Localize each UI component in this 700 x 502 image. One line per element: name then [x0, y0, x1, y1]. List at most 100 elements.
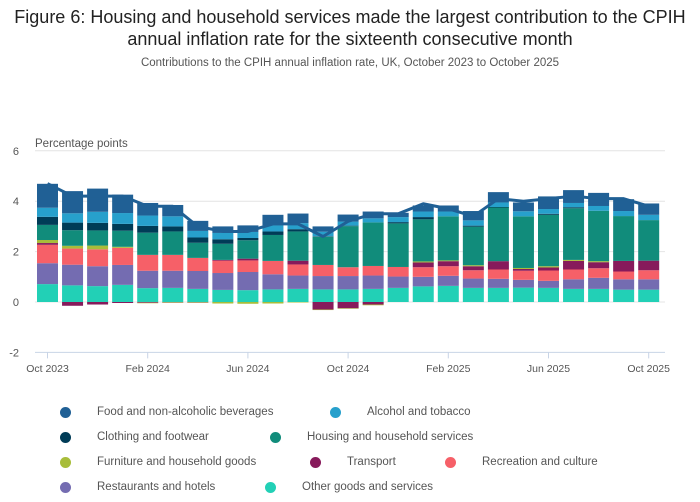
bar-segment-clothing-and-footwear	[337, 225, 359, 227]
bar-segment-furniture-and-household-goods	[337, 308, 359, 309]
bar-segment-housing-and-household-services	[387, 223, 409, 267]
bar-segment-recreation-and-culture	[538, 270, 559, 281]
bar-segment-housing-and-household-services	[563, 208, 585, 260]
bar-segment-furniture-and-household-goods	[412, 261, 434, 263]
bar-segment-alcohol-and-tobacco	[87, 211, 109, 223]
bar-segment-restaurants-and-hotels	[437, 275, 459, 286]
bar-segment-other-goods-and-services	[462, 287, 484, 302]
bar-segment-restaurants-and-hotels	[187, 271, 209, 289]
bar-segment-transport	[487, 261, 509, 270]
legend-item[interactable]: Clothing and footwear	[60, 429, 209, 445]
legend-marker-icon	[60, 456, 71, 468]
legend-item[interactable]: Transport	[310, 454, 396, 470]
bar-segment-recreation-and-culture	[462, 270, 484, 279]
bar-segment-furniture-and-household-goods	[588, 261, 610, 263]
bar-segment-transport	[538, 267, 559, 271]
legend-item[interactable]: Recreation and culture	[445, 454, 598, 470]
bar-segment-furniture-and-household-goods	[112, 246, 134, 248]
legend-marker-icon	[270, 431, 281, 443]
legend-item[interactable]: Other goods and services	[265, 479, 433, 495]
chart-canvas: 6 4 2 0 -2 Percentage points Oct 2023 Feb 202…	[9, 138, 670, 375]
bar-segment-food-and-non-alcoholic-beverages	[312, 226, 334, 232]
bar-segment-recreation-and-culture	[512, 270, 534, 280]
bar-segment-furniture-and-household-goods	[262, 302, 284, 304]
legend-item[interactable]: Housing and household services	[270, 429, 473, 445]
bar-segment-housing-and-household-services	[437, 216, 459, 261]
bar-segment-clothing-and-footwear	[187, 237, 209, 243]
bar-segment-alcohol-and-tobacco	[437, 211, 459, 217]
bar-segment-recreation-and-culture	[262, 260, 284, 275]
legend-item[interactable]: Furniture and household goods	[60, 454, 256, 470]
bar-segment-food-and-non-alcoholic-beverages	[262, 214, 284, 226]
legend-item[interactable]: Restaurants and hotels	[60, 479, 215, 495]
bar-segment-transport	[212, 259, 234, 261]
bar-segment-food-and-non-alcoholic-beverages	[87, 188, 109, 212]
bar-segment-housing-and-household-services	[462, 226, 484, 266]
bar-segment-transport	[563, 260, 585, 270]
bar-segment-restaurants-and-hotels	[588, 277, 610, 289]
bar-segment-furniture-and-household-goods	[287, 302, 309, 303]
bar-segment-alcohol-and-tobacco	[262, 225, 284, 232]
bar-segment-restaurants-and-hotels	[613, 279, 635, 290]
bar-segment-restaurants-and-hotels	[462, 278, 484, 288]
bar-segment-alcohol-and-tobacco	[387, 217, 409, 223]
bar-segment-other-goods-and-services	[312, 289, 334, 302]
bar-segment-restaurants-and-hotels	[212, 273, 234, 290]
bar-segment-restaurants-and-hotels	[162, 270, 184, 288]
cpih-line	[46, 182, 650, 238]
x-tick-label: Feb 2024	[126, 363, 171, 375]
bar-segment-restaurants-and-hotels	[387, 276, 409, 288]
y-axis: 6 4 2 0 -2	[9, 146, 19, 360]
bar-segment-alcohol-and-tobacco	[187, 230, 209, 238]
legend-label: Transport	[347, 456, 396, 468]
bar-segment-restaurants-and-hotels	[237, 272, 259, 291]
bar-segment-housing-and-household-services	[137, 232, 159, 255]
bar-segment-housing-and-household-services	[87, 230, 109, 246]
bar-segment-furniture-and-household-goods	[87, 245, 109, 250]
chart-subtitle: Contributions to the CPIH annual inflati…	[140, 57, 560, 69]
legend-marker-icon	[60, 431, 71, 443]
bar-segment-furniture-and-household-goods	[162, 302, 184, 303]
bar-segment-furniture-and-household-goods	[312, 309, 334, 311]
bar-segment-clothing-and-footwear	[62, 222, 84, 231]
legend-marker-icon	[445, 456, 456, 468]
bar-segment-clothing-and-footwear	[462, 225, 484, 227]
bar-segment-restaurants-and-hotels	[112, 264, 134, 285]
bar-segment-furniture-and-household-goods	[37, 240, 58, 244]
bar-segment-food-and-non-alcoholic-beverages	[37, 183, 58, 208]
bar-segment-furniture-and-household-goods	[362, 304, 384, 306]
bar-segment-alcohol-and-tobacco	[37, 207, 58, 217]
bar-segment-alcohol-and-tobacco	[337, 221, 359, 226]
bar-segment-furniture-and-household-goods	[462, 265, 484, 267]
bar-segment-food-and-non-alcoholic-beverages	[62, 191, 84, 214]
bar-segment-recreation-and-culture	[588, 268, 610, 278]
bar-segment-transport	[37, 243, 58, 245]
bar-segment-alcohol-and-tobacco	[512, 211, 534, 217]
legend-item[interactable]: Food and non-alcoholic beverages	[60, 404, 273, 420]
bar-segment-restaurants-and-hotels	[287, 275, 309, 289]
bar-segment-other-goods-and-services	[487, 287, 509, 302]
bar-segment-housing-and-household-services	[588, 210, 610, 262]
bar-segment-transport	[437, 261, 459, 267]
legend-label: Clothing and footwear	[97, 431, 209, 443]
bar-segment-transport	[112, 302, 134, 304]
bar-segment-recreation-and-culture	[37, 244, 58, 264]
bar-segment-transport	[412, 262, 434, 268]
bar-segment-recreation-and-culture	[487, 269, 509, 279]
bar-segment-recreation-and-culture	[312, 264, 334, 277]
bar-segment-other-goods-and-services	[538, 287, 559, 302]
bar-segment-other-goods-and-services	[287, 288, 309, 302]
bar-segment-housing-and-household-services	[487, 207, 509, 262]
bar-segment-transport	[137, 302, 159, 303]
bar-segment-other-goods-and-services	[437, 285, 459, 302]
bar-segment-other-goods-and-services	[137, 288, 159, 302]
legend-item[interactable]: Alcohol and tobacco	[330, 404, 471, 420]
bar-segment-recreation-and-culture	[112, 247, 134, 265]
bar-segment-housing-and-household-services	[538, 214, 559, 267]
bar-segment-other-goods-and-services	[362, 288, 384, 302]
bar-segment-transport	[588, 262, 610, 269]
legend-label: Other goods and services	[302, 481, 434, 493]
bar-segment-transport	[462, 266, 484, 271]
bar-segment-clothing-and-footwear	[387, 222, 409, 224]
legend-label: Furniture and household goods	[97, 456, 257, 468]
